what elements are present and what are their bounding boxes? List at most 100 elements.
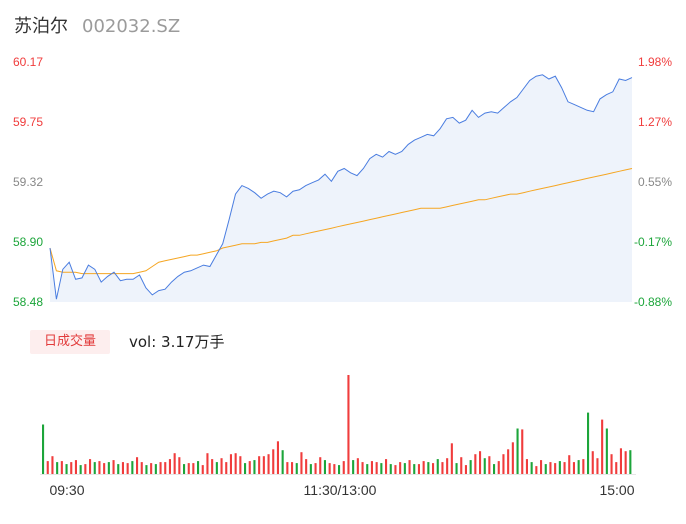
volume-bar [403,463,406,474]
volume-bar [98,461,101,474]
volume-bar [291,462,294,474]
volume-bar [427,462,430,474]
volume-bar [197,461,200,474]
volume-bar [183,464,186,474]
volume-bar [272,449,275,475]
volume-bar [436,459,439,474]
volume-bar [507,449,510,475]
volume-bar [338,465,341,474]
volume-bar [464,465,467,474]
volume-bar [610,454,613,474]
left-axis-ticks: 60.17 59.75 59.32 58.90 58.48 [13,55,43,309]
volume-bar [136,457,139,474]
x-tick-close: 15:00 [599,482,634,498]
volume-bar [540,460,543,474]
stock-name: 苏泊尔 [14,16,68,37]
volume-bar [225,462,228,474]
volume-bar [84,464,87,474]
volume-bar [309,464,312,474]
y-left-tick: 58.90 [13,235,43,249]
volume-bar [215,462,218,474]
volume-bar [497,461,500,474]
volume-bar [74,460,77,474]
price-line [49,74,633,300]
volume-bar [145,465,148,474]
volume-bar [131,461,134,474]
volume-bar [352,460,355,474]
volume-bar [342,461,345,474]
volume-bar [408,460,411,474]
volume-bar [239,456,242,474]
x-tick-midday: 11:30/13:00 [304,482,377,498]
volume-bar [206,453,209,474]
volume-bar [258,456,261,474]
volume-bar [168,459,171,474]
volume-bar [46,461,49,474]
volume-bar [483,458,486,474]
volume-bar [314,463,317,474]
volume-bar [333,464,336,474]
volume-bar [385,459,388,474]
volume-bar [619,448,622,474]
volume-bar [629,450,632,474]
y-right-tick: -0.88% [634,295,672,309]
volume-bar [173,453,176,474]
volume-bar [521,429,524,474]
volume-bar [140,462,143,474]
volume-bar [572,462,575,474]
volume-bar [544,464,547,474]
volume-bar [323,460,326,474]
volume-bar [474,454,477,474]
volume-bars [42,375,632,475]
volume-bar [300,452,303,474]
volume-bar [262,456,265,474]
volume-bar [159,462,162,474]
volume-bar [422,461,425,474]
volume-bar [558,461,561,474]
volume-bar [554,463,557,474]
volume-bar [450,443,453,474]
volume-bar [624,451,627,474]
y-right-tick: 0.55% [638,175,672,189]
y-left-tick: 59.32 [13,175,43,189]
volume-bar [328,463,331,474]
volume-bar [366,464,369,474]
volume-bar [432,463,435,474]
volume-bar [615,462,618,474]
volume-bar [370,461,373,474]
volume-badge[interactable]: 日成交量 [30,330,110,354]
volume-bar [89,459,92,474]
average-price-line [49,168,633,275]
volume-bar [347,375,350,474]
volume-bar [582,459,585,474]
volume-bar [201,465,204,474]
volume-bar [441,462,444,474]
volume-bar [460,457,463,474]
volume-bar [455,463,458,474]
volume-bar [164,462,167,474]
y-right-tick: 1.27% [638,115,672,129]
volume-readout: vol: 3.17万手 [129,333,225,351]
volume-bar [286,462,289,474]
volume-bar [525,459,528,474]
volume-bar [375,462,378,474]
volume-bar [60,461,63,474]
volume-bar [150,463,153,474]
volume-bar [413,464,416,474]
volume-bar [211,459,214,474]
volume-bar [469,460,472,474]
y-left-tick: 58.48 [13,295,43,309]
price-area-fill [50,74,632,302]
volume-bar [380,463,383,474]
volume-bar [234,453,237,474]
x-axis-ticks: 09:30 11:30/13:00 15:00 [49,482,634,498]
volume-bar [446,458,449,474]
volume-bar [587,412,590,474]
volume-bar [568,455,571,474]
volume-bar [56,462,59,474]
volume-bar [502,454,505,474]
y-left-tick: 59.75 [13,115,43,129]
volume-bar [361,462,364,474]
volume-bar [356,458,359,474]
